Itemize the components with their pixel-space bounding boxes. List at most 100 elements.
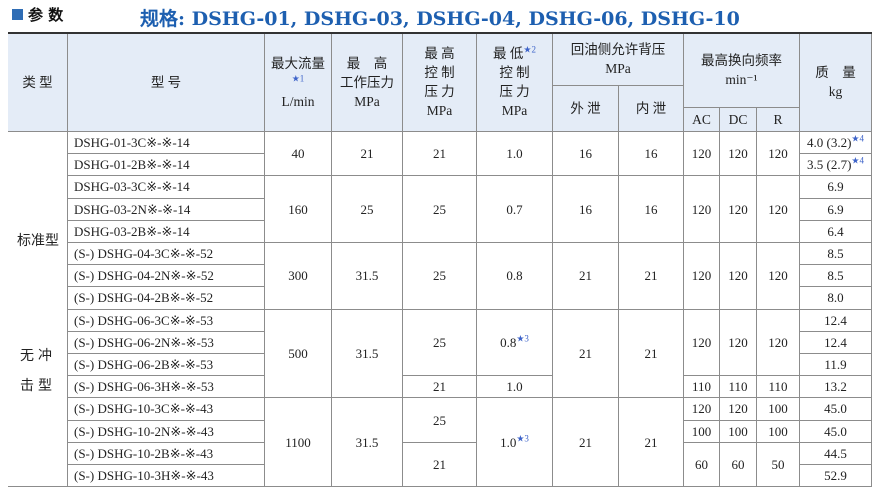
cmax-cell: 21 [403, 132, 477, 177]
header-text: 回油侧允许背压 [570, 42, 666, 57]
model-name: (S-) DSHG-10-2B※-※-43 [74, 445, 214, 461]
header-cell: 类 型 [8, 33, 68, 132]
freq-value: 110 [768, 379, 788, 395]
work-cell: 31.5 [332, 398, 403, 488]
model-cell: (S-) DSHG-10-3H※-※-43 [68, 465, 265, 488]
model-name: DSHG-03-2B※-※-14 [74, 223, 190, 239]
model-name: (S-) DSHG-06-2B※-※-53 [74, 357, 214, 373]
freq-cell: 120 [684, 309, 720, 377]
freq-value: 120 [768, 146, 788, 162]
int-cell: 16 [619, 176, 684, 243]
section-heading: 参 数 [12, 4, 63, 25]
flow-cell: 40 [265, 132, 332, 177]
header-line: 类 型 [22, 73, 52, 92]
cmax-cell: 25 [403, 243, 477, 310]
freq-value: 120 [728, 334, 748, 350]
int-value: 21 [644, 345, 658, 361]
cmin-value: 0.8★3 [500, 333, 529, 352]
model-name: DSHG-03-3C※-※-14 [74, 179, 190, 195]
freq-value: 120 [691, 268, 712, 284]
cmax-value: 25 [433, 412, 446, 428]
freq-value: 120 [691, 146, 712, 162]
freq-value: 120 [728, 268, 748, 284]
model-name: (S-) DSHG-04-2B※-※-52 [74, 290, 214, 306]
model-cell: DSHG-03-2B※-※-14 [68, 220, 265, 243]
mass-value-text: 4.0 (3.2) [807, 135, 852, 151]
section-label: 参 数 [28, 6, 64, 24]
header-text: AC [692, 112, 711, 127]
header-line: L/min [282, 92, 315, 111]
freq-cell: 100 [684, 420, 720, 443]
header-line: 控 制 [499, 63, 529, 82]
work-cell: 31.5 [332, 309, 403, 399]
freq-value: 120 [728, 401, 748, 417]
freq-value: 100 [768, 423, 788, 439]
ext-cell: 16 [553, 176, 619, 243]
header-text: 最高换向频率 [701, 53, 782, 68]
header-text: 最 高 [346, 55, 388, 71]
mass-cell: 11.9 [800, 354, 872, 377]
header-text: MPa [501, 103, 528, 118]
ext-value: 21 [579, 268, 592, 284]
header-text: L/min [281, 93, 315, 109]
header-line: 控 制 [424, 63, 454, 82]
freq-cell: 100 [720, 420, 757, 443]
mass-cell: 12.4 [800, 309, 872, 332]
type-label: 标准型 [17, 234, 59, 249]
header-line: min⁻¹ [725, 70, 757, 89]
freq-cell: 120 [684, 132, 720, 177]
freq-cell: 110 [720, 376, 757, 399]
int-value: 21 [644, 434, 658, 450]
header-text: 控 制 [499, 65, 530, 80]
cmin-cell: 0.8 [477, 243, 553, 310]
work-value: 31.5 [355, 345, 379, 361]
header-text: MPa [605, 61, 631, 76]
cmin-cell: 0.8★3 [477, 309, 553, 377]
freq-cell: 100 [757, 420, 800, 443]
header-text: 控 制 [424, 65, 455, 80]
mass-value: 3.5 (2.7)★4 [807, 155, 864, 174]
header-cell: DC [720, 108, 757, 132]
int-cell: 21 [619, 243, 684, 310]
ext-cell: 21 [553, 243, 619, 310]
ext-value: 21 [579, 345, 592, 361]
header-line: 最高换向频率 [701, 51, 782, 70]
flow-cell: 500 [265, 309, 332, 399]
freq-cell: 120 [720, 309, 757, 377]
ext-value: 21 [579, 434, 592, 450]
header-cell: 最大流量 ★1 L/min [265, 33, 332, 132]
mass-cell: 52.9 [800, 465, 872, 488]
header-cell: AC [684, 108, 720, 132]
cmin-value: 1.0★3 [500, 433, 529, 452]
ext-cell: 16 [553, 132, 619, 177]
header-line: 最 高 [424, 44, 454, 63]
model-cell: DSHG-03-2N※-※-14 [68, 198, 265, 221]
model-name: (S-) DSHG-06-3H※-※-53 [74, 379, 214, 395]
int-cell: 21 [619, 398, 684, 488]
work-value: 31.5 [355, 268, 379, 284]
flow-cell: 1100 [265, 398, 332, 488]
model-cell: (S-) DSHG-04-2B※-※-52 [68, 287, 265, 310]
header-text: 质 量 [815, 65, 856, 80]
cmin-cell: 0.7 [477, 176, 553, 243]
int-cell: 21 [619, 309, 684, 399]
freq-value: 60 [695, 456, 708, 472]
freq-cell: 120 [720, 243, 757, 310]
model-cell: (S-) DSHG-10-2B※-※-43 [68, 442, 265, 465]
header-text: R [773, 112, 783, 127]
header-text: 内 泄 [635, 101, 667, 116]
model-name: (S-) DSHG-06-2N※-※-53 [74, 334, 214, 350]
flow-value: 500 [288, 345, 308, 361]
header-line: 质 量 [815, 63, 856, 82]
header-cell: 质 量 kg [800, 33, 872, 132]
work-value: 31.5 [355, 434, 379, 450]
header-line: 型 号 [151, 73, 181, 92]
freq-value: 50 [771, 456, 785, 472]
mass-cell: 8.5 [800, 243, 872, 266]
freq-cell: 120 [757, 132, 800, 177]
header-cell: 外 泄 [553, 86, 619, 132]
header-line: AC [692, 110, 711, 129]
cmax-cell: 21 [403, 442, 477, 488]
int-cell: 16 [619, 132, 684, 177]
freq-cell: 120 [684, 243, 720, 310]
